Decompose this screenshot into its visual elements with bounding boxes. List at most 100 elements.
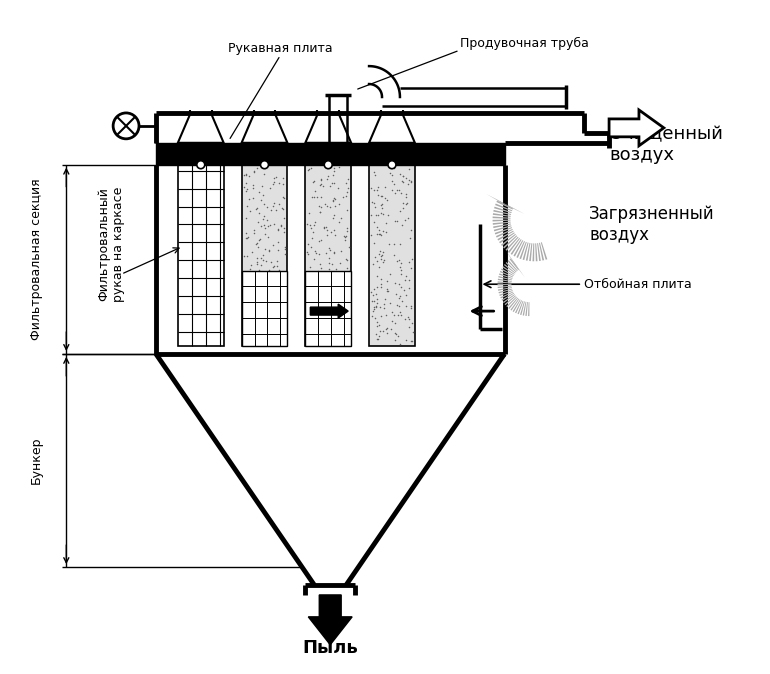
Point [340,190,353,201]
Point [319,199,331,210]
Point [405,177,417,187]
Point [367,289,379,300]
Point [268,308,280,319]
Point [373,331,386,342]
Polygon shape [501,293,514,301]
Point [340,282,353,293]
Point [373,229,385,240]
Point [369,313,381,324]
Point [387,169,399,180]
Bar [306,271,351,346]
Point [307,303,320,314]
Polygon shape [498,288,512,293]
Point [323,264,335,274]
Point [389,317,401,328]
Point [252,333,264,344]
Point [377,256,389,267]
Point [397,295,409,306]
Point [255,221,267,232]
Point [380,194,393,205]
Point [389,328,401,338]
Point [374,311,387,322]
Point [305,163,317,174]
Point [253,207,265,218]
Point [318,268,330,279]
Point [391,255,403,266]
Polygon shape [493,224,511,228]
Point [336,192,349,203]
Point [324,245,336,255]
Point [341,204,353,215]
Polygon shape [507,260,517,271]
Point [270,278,283,289]
Point [407,326,419,337]
Polygon shape [503,235,517,249]
Point [395,281,407,292]
Point [328,192,340,203]
Polygon shape [504,264,516,274]
Point [392,330,404,341]
Point [327,166,340,177]
Text: Очищенный
воздух: Очищенный воздух [609,125,723,164]
Point [370,271,383,282]
Point [373,224,385,235]
Point [320,269,332,280]
Point [368,184,380,195]
Point [310,245,322,256]
Point [251,162,263,173]
Point [342,311,354,322]
Point [273,299,285,310]
Point [332,280,344,290]
Point [246,193,259,204]
Point [380,227,392,238]
Polygon shape [515,300,522,313]
Point [329,201,341,212]
Point [322,319,334,330]
Point [318,278,330,288]
Point [240,251,253,262]
Point [319,313,331,324]
Polygon shape [508,298,518,309]
Point [370,317,383,328]
Point [326,170,339,181]
Point [276,285,289,296]
Point [247,224,259,235]
Point [266,262,279,272]
Point [319,324,331,334]
Point [306,177,319,187]
Point [275,219,287,230]
Circle shape [260,160,269,168]
Point [339,235,351,245]
Polygon shape [510,258,519,270]
Polygon shape [533,243,534,262]
Point [370,329,383,340]
Point [277,226,290,237]
Point [277,191,290,202]
Point [377,247,389,257]
Point [239,186,252,197]
Point [333,307,345,318]
Point [247,182,259,193]
Point [342,312,354,323]
Point [340,225,353,236]
Point [384,167,397,178]
Point [379,193,391,204]
Point [276,202,288,213]
Point [386,315,398,326]
Point [267,198,280,209]
Point [340,178,352,189]
Point [400,335,413,346]
Point [304,220,316,231]
Point [268,218,280,229]
Point [395,309,407,320]
Point [316,290,328,301]
Bar [242,271,287,346]
Point [316,299,328,309]
Polygon shape [535,243,537,262]
Polygon shape [493,222,511,225]
Polygon shape [495,204,512,211]
Point [244,206,256,216]
Point [397,171,409,181]
Point [268,281,280,292]
Point [377,303,390,313]
